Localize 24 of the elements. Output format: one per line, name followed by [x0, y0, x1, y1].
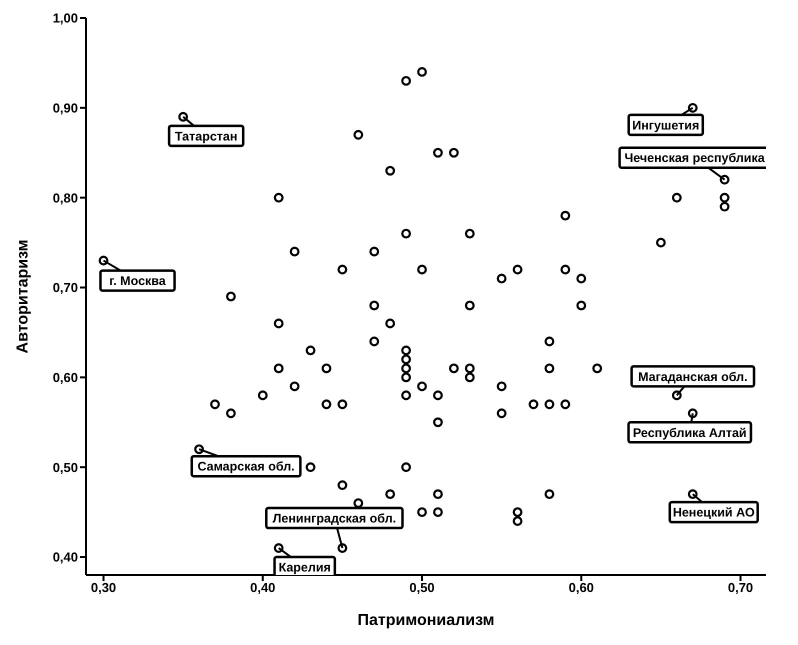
y-axis-title: Авторитаризм	[14, 240, 32, 354]
annotation: Татарстан	[174, 129, 238, 144]
y-tick-label: 0,80	[52, 190, 78, 206]
annotation: Карелия	[278, 560, 331, 575]
x-tick-label: 0,70	[728, 580, 754, 596]
annotation: Магаданская обл.	[638, 370, 748, 384]
y-tick-label: 0,60	[52, 370, 78, 385]
x-tick-label: 0,30	[90, 580, 116, 596]
x-tick-label: 0,60	[568, 580, 594, 596]
annotation: Чеченская республика	[624, 151, 766, 166]
annotation: Республика Алтай	[632, 426, 747, 440]
annotation: Ленинградская обл.	[272, 512, 396, 526]
x-tick-label: 0,40	[250, 580, 276, 596]
annotation: Ненецкий АО	[672, 506, 755, 520]
x-axis-title: Патримониализм	[357, 612, 495, 629]
y-tick-label: 0,50	[52, 460, 78, 475]
y-tick-label: 0,70	[52, 280, 78, 296]
x-tick-label: 0,50	[409, 580, 435, 596]
annotation: Самарская обл.	[197, 460, 295, 474]
y-tick-label: 1,00	[52, 10, 78, 26]
y-tick-label: 0,40	[52, 550, 78, 565]
annotation: г. Москва	[109, 274, 167, 288]
y-tick-label: 0,90	[52, 100, 78, 116]
annotation: Ингушетия	[632, 118, 700, 132]
